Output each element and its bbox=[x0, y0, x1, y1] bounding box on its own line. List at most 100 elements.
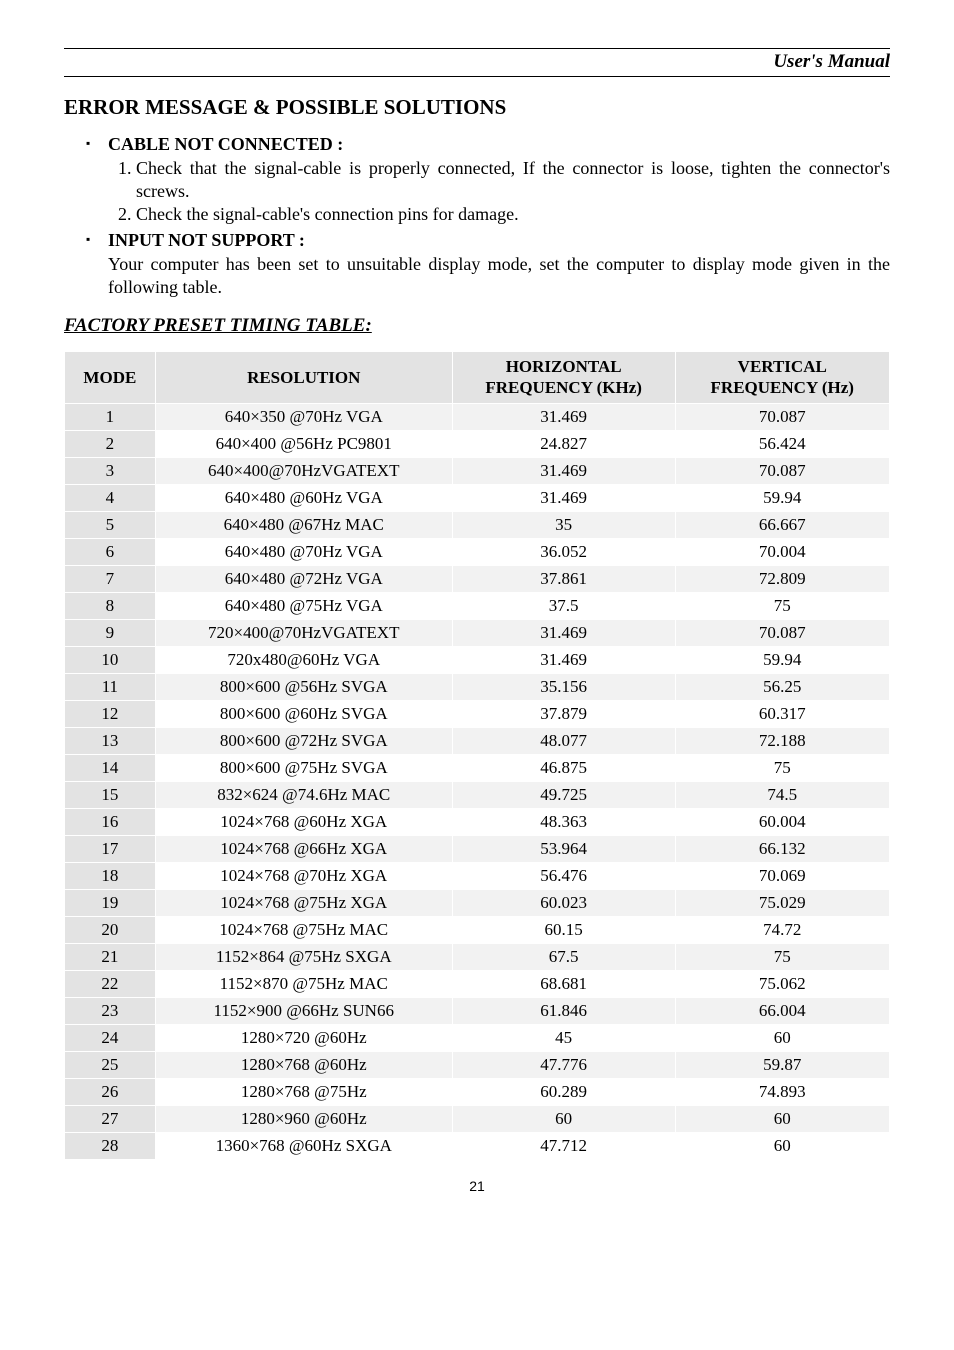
th-hfreq: HORIZONTAL FREQUENCY (KHz) bbox=[452, 352, 675, 404]
error-step: Check that the signal-cable is properly … bbox=[136, 157, 890, 203]
table-row: 15832×624 @74.6Hz MAC49.72574.5 bbox=[65, 781, 890, 808]
table-row: 1640×350 @70Hz VGA31.46970.087 bbox=[65, 403, 890, 430]
cell-vfreq: 59.87 bbox=[675, 1051, 890, 1078]
cell-hfreq: 31.469 bbox=[452, 457, 675, 484]
cell-vfreq: 66.667 bbox=[675, 511, 890, 538]
th-vfreq-l2: FREQUENCY (Hz) bbox=[711, 378, 854, 397]
cell-mode: 19 bbox=[65, 889, 156, 916]
cell-resolution: 800×600 @72Hz SVGA bbox=[155, 727, 452, 754]
cell-hfreq: 60.15 bbox=[452, 916, 675, 943]
cell-vfreq: 60 bbox=[675, 1024, 890, 1051]
table-row: 5640×480 @67Hz MAC3566.667 bbox=[65, 511, 890, 538]
cell-vfreq: 75 bbox=[675, 592, 890, 619]
cell-hfreq: 60.023 bbox=[452, 889, 675, 916]
cell-hfreq: 47.712 bbox=[452, 1132, 675, 1159]
cell-mode: 28 bbox=[65, 1132, 156, 1159]
header-manual-title: User's Manual bbox=[64, 51, 890, 77]
cell-resolution: 640×480 @67Hz MAC bbox=[155, 511, 452, 538]
cell-mode: 9 bbox=[65, 619, 156, 646]
cell-vfreq: 60 bbox=[675, 1132, 890, 1159]
cell-mode: 23 bbox=[65, 997, 156, 1024]
error-list: CABLE NOT CONNECTED : Check that the sig… bbox=[64, 134, 890, 299]
table-row: 6640×480 @70Hz VGA36.05270.004 bbox=[65, 538, 890, 565]
cell-hfreq: 53.964 bbox=[452, 835, 675, 862]
cell-hfreq: 35.156 bbox=[452, 673, 675, 700]
cell-resolution: 640×400@70HzVGATEXT bbox=[155, 457, 452, 484]
table-row: 9720×400@70HzVGATEXT31.46970.087 bbox=[65, 619, 890, 646]
cell-mode: 25 bbox=[65, 1051, 156, 1078]
cell-hfreq: 37.861 bbox=[452, 565, 675, 592]
cell-resolution: 1024×768 @75Hz XGA bbox=[155, 889, 452, 916]
cell-resolution: 640×480 @60Hz VGA bbox=[155, 484, 452, 511]
cell-vfreq: 74.893 bbox=[675, 1078, 890, 1105]
cell-resolution: 1280×960 @60Hz bbox=[155, 1105, 452, 1132]
cell-resolution: 1280×768 @75Hz bbox=[155, 1078, 452, 1105]
th-hfreq-l2: FREQUENCY (KHz) bbox=[485, 378, 642, 397]
cell-mode: 26 bbox=[65, 1078, 156, 1105]
timing-table: MODE RESOLUTION HORIZONTAL FREQUENCY (KH… bbox=[64, 351, 890, 1160]
cell-vfreq: 70.087 bbox=[675, 619, 890, 646]
cell-vfreq: 70.004 bbox=[675, 538, 890, 565]
cell-vfreq: 75 bbox=[675, 943, 890, 970]
cell-vfreq: 72.809 bbox=[675, 565, 890, 592]
section-heading: ERROR MESSAGE & POSSIBLE SOLUTIONS bbox=[64, 95, 890, 120]
cell-resolution: 1152×864 @75Hz SXGA bbox=[155, 943, 452, 970]
cell-hfreq: 45 bbox=[452, 1024, 675, 1051]
cell-resolution: 1280×768 @60Hz bbox=[155, 1051, 452, 1078]
cell-mode: 22 bbox=[65, 970, 156, 997]
cell-vfreq: 60.317 bbox=[675, 700, 890, 727]
cell-mode: 7 bbox=[65, 565, 156, 592]
cell-mode: 1 bbox=[65, 403, 156, 430]
cell-vfreq: 59.94 bbox=[675, 646, 890, 673]
cell-vfreq: 56.424 bbox=[675, 430, 890, 457]
table-row: 161024×768 @60Hz XGA48.36360.004 bbox=[65, 808, 890, 835]
table-row: 271280×960 @60Hz6060 bbox=[65, 1105, 890, 1132]
cell-hfreq: 24.827 bbox=[452, 430, 675, 457]
cell-hfreq: 31.469 bbox=[452, 619, 675, 646]
cell-hfreq: 31.469 bbox=[452, 403, 675, 430]
table-row: 14800×600 @75Hz SVGA46.87575 bbox=[65, 754, 890, 781]
cell-vfreq: 66.004 bbox=[675, 997, 890, 1024]
error-step: Check the signal-cable's connection pins… bbox=[136, 203, 890, 226]
cell-hfreq: 37.5 bbox=[452, 592, 675, 619]
cell-mode: 11 bbox=[65, 673, 156, 700]
cell-resolution: 1024×768 @70Hz XGA bbox=[155, 862, 452, 889]
cell-hfreq: 35 bbox=[452, 511, 675, 538]
cell-resolution: 1152×870 @75Hz MAC bbox=[155, 970, 452, 997]
table-row: 2640×400 @56Hz PC980124.82756.424 bbox=[65, 430, 890, 457]
cell-mode: 13 bbox=[65, 727, 156, 754]
page-number: 21 bbox=[64, 1178, 890, 1194]
cell-hfreq: 49.725 bbox=[452, 781, 675, 808]
cell-mode: 8 bbox=[65, 592, 156, 619]
cell-resolution: 720x480@60Hz VGA bbox=[155, 646, 452, 673]
cell-resolution: 640×350 @70Hz VGA bbox=[155, 403, 452, 430]
th-mode: MODE bbox=[65, 352, 156, 404]
cell-hfreq: 48.077 bbox=[452, 727, 675, 754]
table-row: 10720x480@60Hz VGA31.46959.94 bbox=[65, 646, 890, 673]
table-row: 12800×600 @60Hz SVGA37.87960.317 bbox=[65, 700, 890, 727]
cell-vfreq: 75 bbox=[675, 754, 890, 781]
cell-resolution: 832×624 @74.6Hz MAC bbox=[155, 781, 452, 808]
th-hfreq-l1: HORIZONTAL bbox=[506, 357, 622, 376]
table-row: 221152×870 @75Hz MAC68.68175.062 bbox=[65, 970, 890, 997]
cell-vfreq: 66.132 bbox=[675, 835, 890, 862]
cell-mode: 15 bbox=[65, 781, 156, 808]
cell-mode: 18 bbox=[65, 862, 156, 889]
cell-mode: 27 bbox=[65, 1105, 156, 1132]
cell-mode: 14 bbox=[65, 754, 156, 781]
timing-tbody: 1640×350 @70Hz VGA31.46970.0872640×400 @… bbox=[65, 403, 890, 1159]
cell-vfreq: 56.25 bbox=[675, 673, 890, 700]
table-row: 13800×600 @72Hz SVGA48.07772.188 bbox=[65, 727, 890, 754]
cell-mode: 10 bbox=[65, 646, 156, 673]
cell-vfreq: 70.069 bbox=[675, 862, 890, 889]
cell-resolution: 640×400 @56Hz PC9801 bbox=[155, 430, 452, 457]
th-vfreq: VERTICAL FREQUENCY (Hz) bbox=[675, 352, 890, 404]
cell-hfreq: 56.476 bbox=[452, 862, 675, 889]
table-row: 7640×480 @72Hz VGA37.86172.809 bbox=[65, 565, 890, 592]
cell-hfreq: 47.776 bbox=[452, 1051, 675, 1078]
cell-hfreq: 60 bbox=[452, 1105, 675, 1132]
cell-hfreq: 48.363 bbox=[452, 808, 675, 835]
th-vfreq-l1: VERTICAL bbox=[738, 357, 827, 376]
cell-hfreq: 31.469 bbox=[452, 484, 675, 511]
cell-hfreq: 36.052 bbox=[452, 538, 675, 565]
